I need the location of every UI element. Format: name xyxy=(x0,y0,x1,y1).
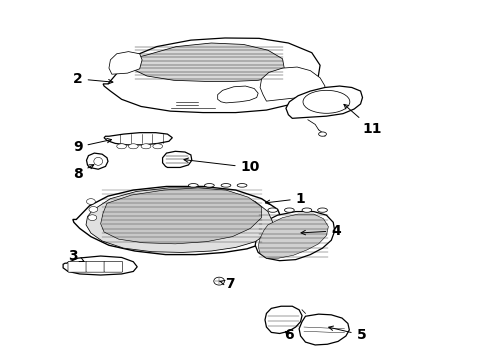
Ellipse shape xyxy=(284,208,294,212)
Text: 4: 4 xyxy=(301,224,340,238)
Ellipse shape xyxy=(267,208,277,212)
Polygon shape xyxy=(63,256,137,275)
Ellipse shape xyxy=(128,144,138,149)
Polygon shape xyxy=(101,188,261,244)
Text: 2: 2 xyxy=(73,72,113,86)
Ellipse shape xyxy=(221,184,230,187)
Polygon shape xyxy=(285,86,362,118)
Ellipse shape xyxy=(188,184,198,187)
Polygon shape xyxy=(131,43,284,81)
Text: 7: 7 xyxy=(219,277,234,291)
Ellipse shape xyxy=(117,144,126,149)
Ellipse shape xyxy=(153,144,162,149)
Text: 6: 6 xyxy=(284,328,294,342)
Text: 11: 11 xyxy=(343,104,381,136)
Text: 5: 5 xyxy=(328,326,366,342)
Ellipse shape xyxy=(204,184,214,187)
Ellipse shape xyxy=(318,132,326,136)
Polygon shape xyxy=(264,306,302,333)
Polygon shape xyxy=(217,86,258,103)
Polygon shape xyxy=(299,314,348,345)
Polygon shape xyxy=(258,214,328,258)
Text: 10: 10 xyxy=(183,158,260,175)
Ellipse shape xyxy=(317,208,327,212)
Polygon shape xyxy=(104,133,172,145)
Polygon shape xyxy=(73,186,282,255)
Text: 3: 3 xyxy=(68,249,84,263)
Ellipse shape xyxy=(88,215,97,221)
Polygon shape xyxy=(109,51,142,74)
Polygon shape xyxy=(162,151,191,167)
Ellipse shape xyxy=(86,199,95,204)
Ellipse shape xyxy=(89,207,98,212)
Polygon shape xyxy=(103,38,320,113)
Polygon shape xyxy=(86,153,108,169)
Polygon shape xyxy=(86,188,272,252)
Text: 1: 1 xyxy=(265,192,305,206)
Ellipse shape xyxy=(141,144,151,149)
FancyBboxPatch shape xyxy=(68,261,86,272)
Polygon shape xyxy=(260,67,325,101)
Text: 8: 8 xyxy=(73,165,94,181)
Polygon shape xyxy=(255,212,334,261)
Ellipse shape xyxy=(303,90,349,113)
Ellipse shape xyxy=(213,277,224,285)
Text: 9: 9 xyxy=(73,138,111,154)
Ellipse shape xyxy=(94,157,102,165)
FancyBboxPatch shape xyxy=(104,261,122,272)
FancyBboxPatch shape xyxy=(86,261,104,272)
Ellipse shape xyxy=(302,208,311,212)
Ellipse shape xyxy=(237,184,246,187)
